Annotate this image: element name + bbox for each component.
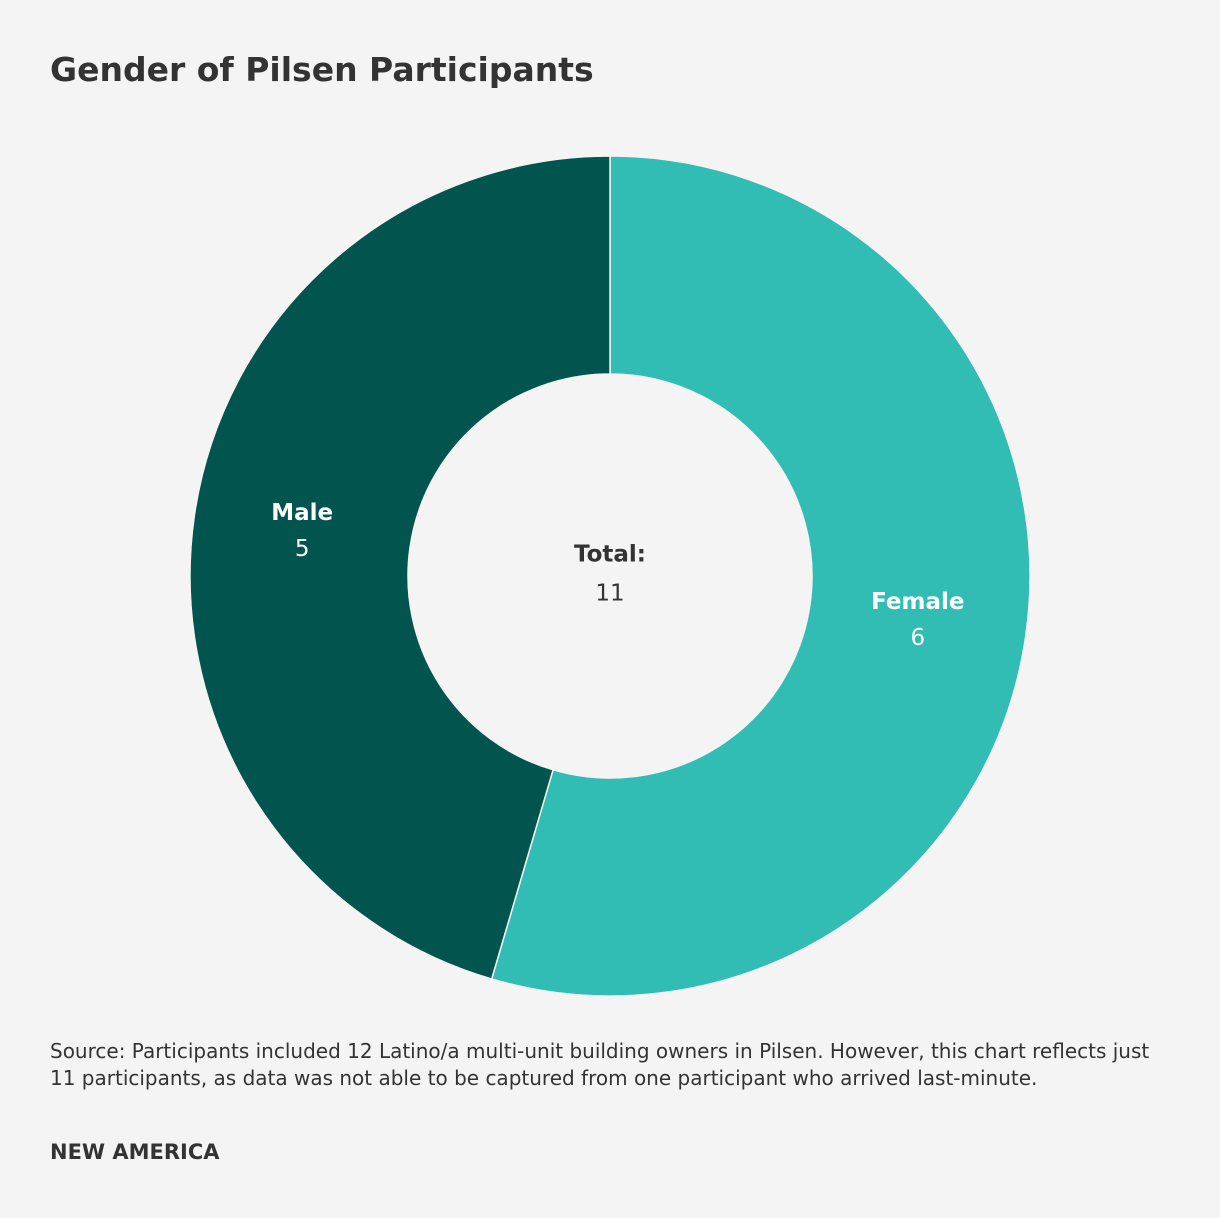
source-note: Source: Participants included 12 Latino/… — [50, 1039, 1150, 1090]
donut-slice — [490, 155, 1031, 997]
chart: Female 6 Male 5 Total: 11 — [189, 155, 1031, 997]
donut-slice — [189, 155, 611, 980]
slice-value: 5 — [295, 536, 310, 562]
slice-label: Male — [271, 500, 333, 526]
center-value: 11 — [595, 581, 624, 607]
center-label: Total: — [574, 542, 646, 568]
slice-value: 6 — [911, 625, 926, 651]
chart-title: Gender of Pilsen Participants — [50, 50, 594, 89]
slice-label: Female — [871, 589, 964, 615]
brand: NEW AMERICA — [50, 1140, 220, 1164]
